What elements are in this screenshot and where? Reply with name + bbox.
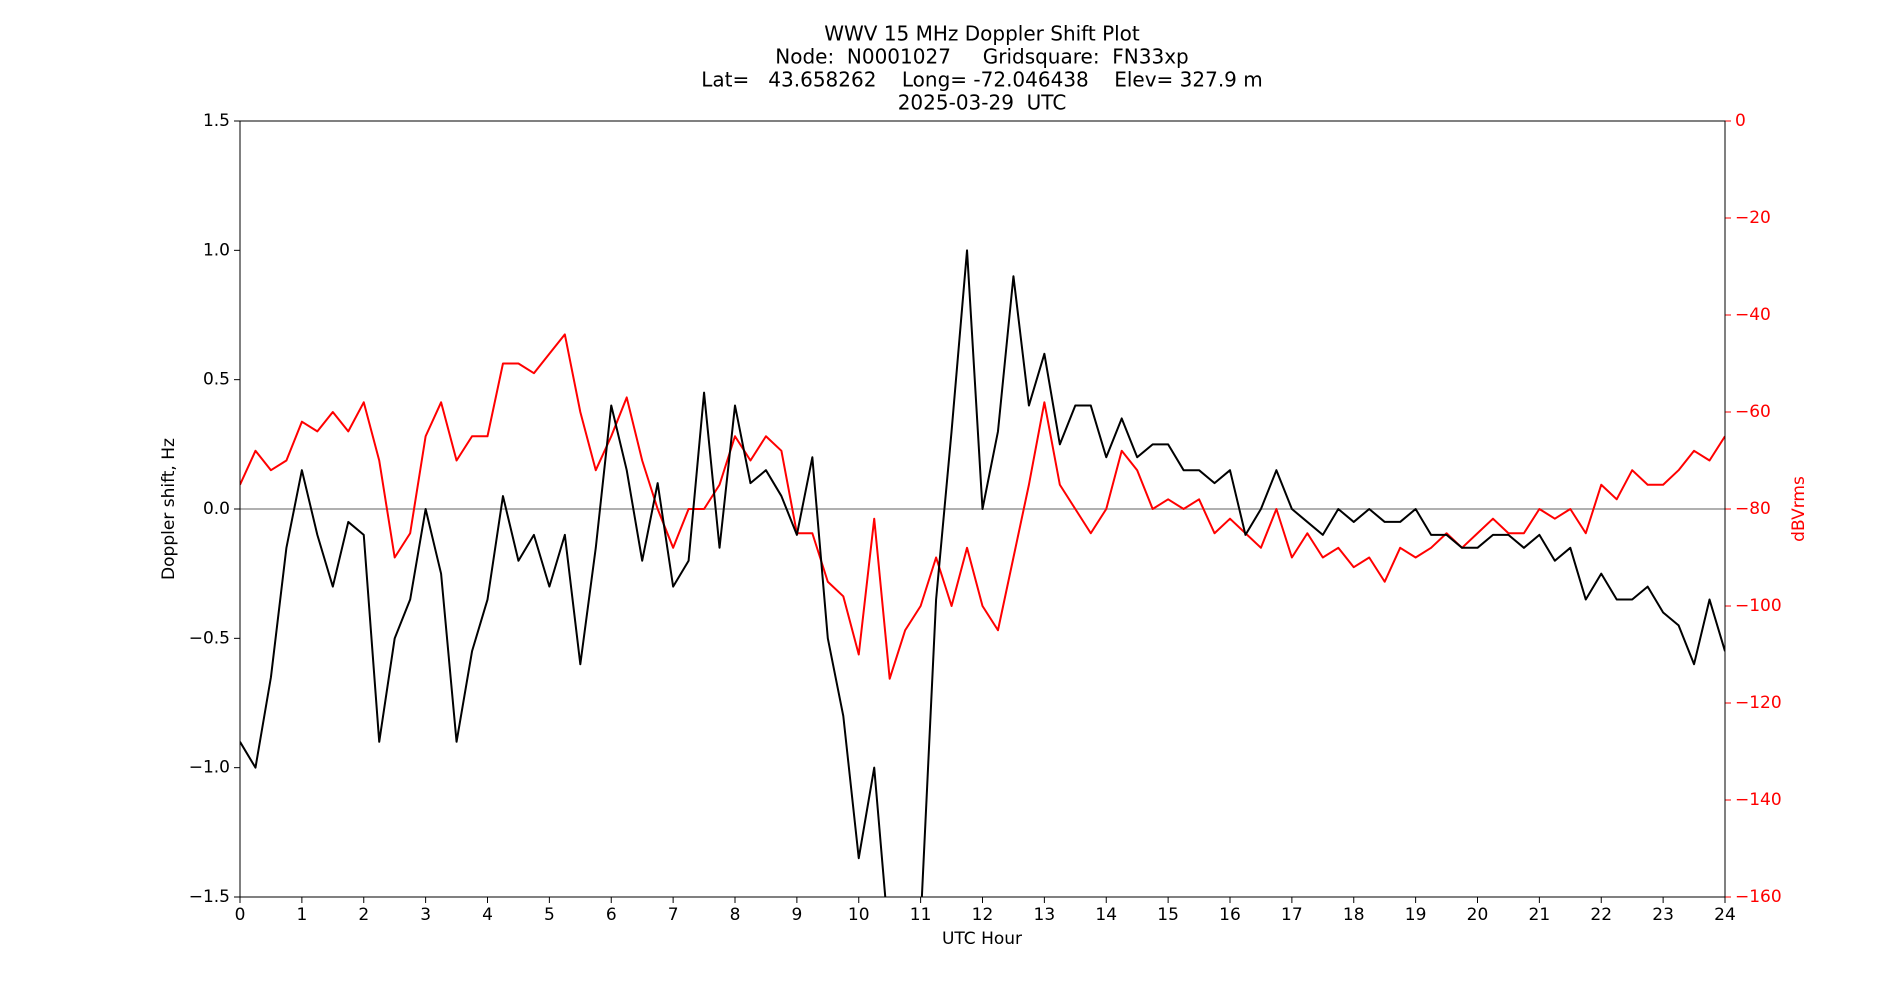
x-tick-label: 5 [544, 905, 555, 925]
x-tick-label: 15 [1157, 905, 1179, 925]
x-axis-label: UTC Hour [942, 929, 1022, 949]
series-line [240, 333, 1725, 680]
x-tick-label: 17 [1281, 905, 1303, 925]
y2-tick-label: −160 [1735, 887, 1782, 907]
x-tick-label: 20 [1467, 905, 1489, 925]
x-tick-label: 21 [1529, 905, 1551, 925]
x-tick-label: 10 [848, 905, 870, 925]
chart-title: WWV 15 MHz Doppler Shift Plot [824, 22, 1140, 46]
series-line [240, 249, 1725, 897]
x-tick-label: 7 [668, 905, 679, 925]
y-tick-label: −1.5 [189, 887, 230, 907]
y2-tick-label: −20 [1735, 208, 1771, 228]
x-tick-label: 4 [482, 905, 493, 925]
x-tick-label: 3 [420, 905, 431, 925]
y-tick-label: 0.5 [203, 370, 230, 390]
y2-tick-label: −40 [1735, 305, 1771, 325]
y-tick-label: 1.5 [203, 111, 230, 131]
x-tick-label: 0 [235, 905, 246, 925]
x-tick-label: 2 [358, 905, 369, 925]
y-axis-label: Doppler shift, Hz [159, 438, 179, 580]
chart-title: Node: N0001027 Gridsquare: FN33xp [775, 45, 1188, 69]
y2-tick-label: −140 [1735, 790, 1782, 810]
y-tick-label: −1.0 [189, 758, 230, 778]
y-tick-label: −0.5 [189, 628, 230, 648]
x-tick-label: 11 [910, 905, 932, 925]
y2-tick-label: −80 [1735, 499, 1771, 519]
x-tick-label: 24 [1714, 905, 1736, 925]
plot-frame [239, 120, 1726, 898]
chart-title: Lat= 43.658262 Long= -72.046438 Elev= 32… [701, 68, 1263, 92]
y2-tick-label: −100 [1735, 596, 1782, 616]
x-tick-label: 1 [296, 905, 307, 925]
x-tick-label: 8 [730, 905, 741, 925]
y-tick-label: 0.0 [203, 499, 230, 519]
x-tick-label: 13 [1034, 905, 1056, 925]
y2-tick-label: 0 [1735, 111, 1746, 131]
x-tick-label: 6 [606, 905, 617, 925]
x-tick-label: 9 [791, 905, 802, 925]
x-tick-label: 22 [1590, 905, 1612, 925]
y2-axis-label: dBVrms [1789, 476, 1809, 542]
y-tick-label: 1.0 [203, 240, 230, 260]
x-tick-label: 23 [1652, 905, 1674, 925]
x-tick-label: 14 [1095, 905, 1117, 925]
x-tick-label: 16 [1219, 905, 1241, 925]
x-tick-label: 18 [1343, 905, 1365, 925]
chart-title: 2025-03-29 UTC [898, 91, 1067, 115]
x-tick-label: 19 [1405, 905, 1427, 925]
x-tick-label: 12 [972, 905, 994, 925]
y2-tick-label: −120 [1735, 693, 1782, 713]
y2-tick-label: −60 [1735, 402, 1771, 422]
